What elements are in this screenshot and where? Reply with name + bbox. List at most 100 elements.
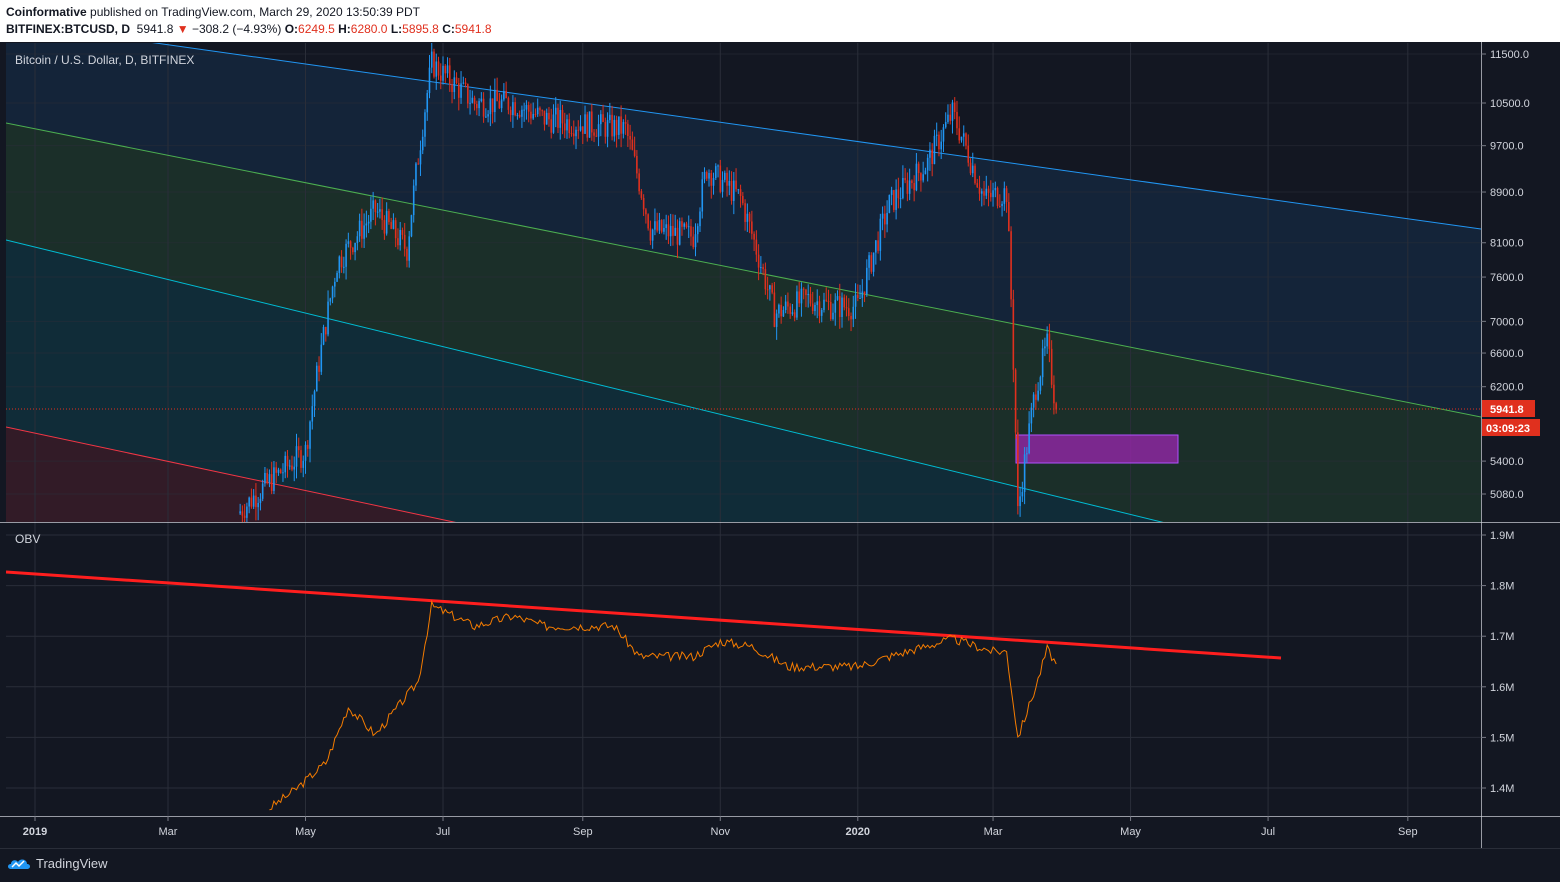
time-axis[interactable]: 2019 Mar May Jul Sep Nov 2020 Mar May Jul Sep <box>23 816 1418 838</box>
candle-body <box>811 303 814 312</box>
candle-body <box>1019 496 1021 507</box>
candle-body <box>457 83 460 98</box>
candle-body <box>654 221 656 230</box>
candle-body <box>433 51 435 77</box>
candle-body <box>890 190 893 195</box>
target-zone[interactable] <box>1015 434 1179 464</box>
candle-body <box>627 123 629 137</box>
candle-body <box>518 114 521 117</box>
candle-body <box>412 185 415 216</box>
candle-body <box>771 285 773 293</box>
candle-body <box>773 292 776 327</box>
candle-body <box>989 192 992 198</box>
candle-body <box>947 114 949 123</box>
candle-body <box>931 149 933 165</box>
candle-body <box>983 191 985 196</box>
candle-body <box>487 114 489 117</box>
channel-lines <box>6 42 1481 740</box>
candle-body <box>469 102 471 104</box>
publisher-name[interactable]: Coinformative <box>6 5 87 19</box>
candle-body <box>417 163 420 165</box>
candle-body <box>935 134 938 136</box>
candle-body <box>478 101 480 109</box>
candle-body <box>818 301 821 316</box>
candle-body <box>958 128 961 141</box>
tradingview-logo[interactable]: TradingView <box>6 855 108 871</box>
candle-body <box>978 187 981 194</box>
candle-body <box>863 291 866 295</box>
channel-middle-fill <box>6 123 1481 522</box>
candle-body <box>340 256 343 268</box>
price-axis[interactable]: 11500.0 10500.0 9700.0 8900.0 8100.0 7600.0 70… <box>1481 49 1530 501</box>
candle-body <box>703 172 706 180</box>
candle-body <box>399 229 401 246</box>
candle-body <box>322 326 325 345</box>
channel-bottom-line[interactable] <box>6 426 1481 740</box>
candle-body <box>421 136 424 151</box>
footer: TradingView <box>0 848 1560 882</box>
obv-line <box>269 599 1057 811</box>
candle-body <box>924 170 927 175</box>
chart-area[interactable]: 11500.0 10500.0 9700.0 8900.0 8100.0 7600.0 70… <box>0 42 1560 848</box>
down-arrow-icon: ▼ <box>176 22 189 36</box>
obv-trendline[interactable] <box>6 570 1282 660</box>
candle-body <box>379 209 381 212</box>
candle-body <box>951 102 954 121</box>
price-tag: 5941.8 <box>1490 404 1524 416</box>
low-value: 5895.8 <box>402 22 439 36</box>
candle-body <box>847 308 850 316</box>
candle-body <box>241 511 244 516</box>
candle-body <box>365 223 368 226</box>
candle-body <box>606 120 609 137</box>
candle-body <box>780 304 782 317</box>
candle-body <box>915 163 918 191</box>
time-axis-label: Mar <box>159 826 178 838</box>
candle-body <box>888 194 891 213</box>
candle-body <box>651 229 654 241</box>
candle-body <box>1032 394 1035 408</box>
candle-body <box>464 82 467 85</box>
channel-lower-line[interactable] <box>6 239 1481 600</box>
candle-body <box>397 238 399 246</box>
candle-body <box>942 127 945 142</box>
candle-body <box>615 119 618 135</box>
chart-canvas[interactable]: 11500.0 10500.0 9700.0 8900.0 8100.0 7600.0 70… <box>0 42 1560 848</box>
candle-body <box>509 109 512 116</box>
obv-axis[interactable]: 1.9M 1.8M 1.7M 1.6M 1.5M 1.4M <box>1481 530 1514 795</box>
candle-body <box>297 446 300 451</box>
candle-body <box>460 83 462 98</box>
candle-body <box>789 306 791 314</box>
channel-middle-line[interactable] <box>6 122 1481 418</box>
candle-body <box>816 301 819 306</box>
candle-body <box>388 211 390 223</box>
candle-body <box>913 183 915 191</box>
candle-body <box>1050 348 1053 385</box>
candle-body <box>595 135 598 137</box>
channel-upper-line[interactable] <box>6 42 1481 230</box>
candle-body <box>259 498 262 503</box>
candle-body <box>850 315 852 320</box>
candle-body <box>753 233 755 240</box>
candle-body <box>403 234 406 249</box>
candle-body <box>971 165 974 174</box>
candle-body <box>239 511 241 514</box>
candle-body <box>1001 203 1003 207</box>
candle-body <box>960 136 963 141</box>
pane-separators <box>0 42 1560 848</box>
candle-body <box>552 114 555 133</box>
candle-body <box>640 191 643 198</box>
candle-body <box>647 214 649 229</box>
candle-body <box>631 139 634 150</box>
high-value: 6280.0 <box>350 22 388 36</box>
candle-body <box>293 466 296 470</box>
candle-body <box>820 309 823 316</box>
candle-body <box>295 446 298 467</box>
candle-body <box>385 211 388 234</box>
candle-body <box>728 180 731 186</box>
candle-body <box>723 172 726 180</box>
candle-body <box>521 109 523 117</box>
price-axis-label: 5080.0 <box>1490 489 1524 501</box>
candle-body <box>480 98 483 102</box>
candle-body <box>751 221 753 234</box>
candle-body <box>451 84 453 93</box>
